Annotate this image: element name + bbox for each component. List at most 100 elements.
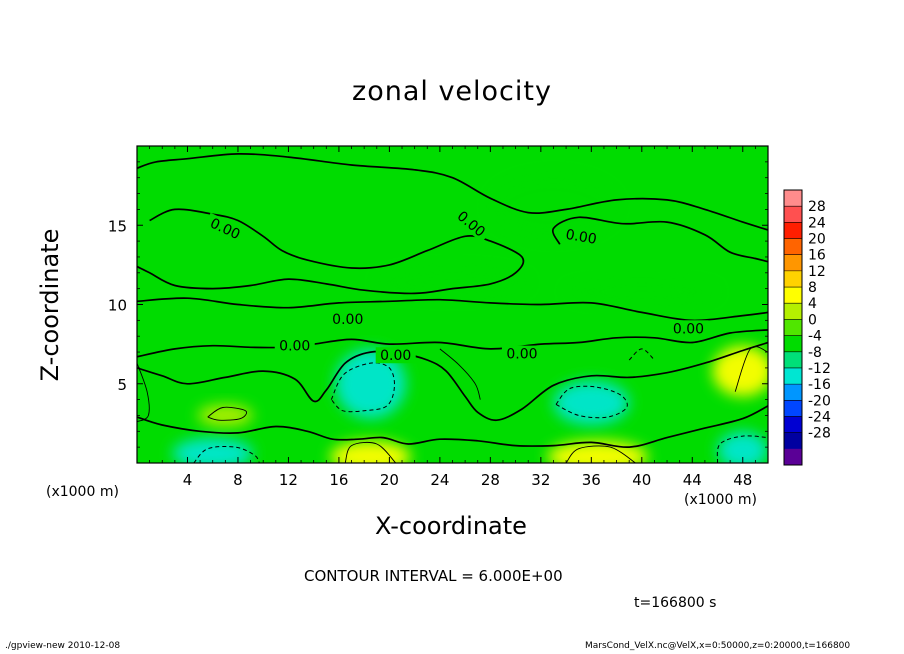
field-anomaly-9 <box>566 280 718 303</box>
x-tick-label-4: 20 <box>380 471 399 489</box>
colorbar-label-7: 0 <box>808 312 817 328</box>
contour-label-6: 0.00 <box>375 347 416 364</box>
y-axis-label: Z-coordinate <box>36 228 64 382</box>
contour-line-0 <box>137 153 768 231</box>
footer-right-text: MarsCond_VelX.nc@VelX,x=0:50000,z=0:2000… <box>585 641 851 651</box>
colorbar-swatch-7 <box>784 303 802 320</box>
colorbar-swatch-1 <box>784 206 802 223</box>
contour-label-2: 0.00 <box>560 224 603 248</box>
contour-label-3: 0.00 <box>327 310 368 328</box>
y-tick-label-0: 5 <box>117 376 127 394</box>
contour-line-8 <box>555 385 628 419</box>
colorbar-swatch-10 <box>784 351 802 369</box>
colorbar-swatch-4 <box>784 254 802 272</box>
contour-line-5 <box>137 341 768 422</box>
contour-line-3 <box>137 297 768 322</box>
contour-label-text-5: 0.00 <box>279 339 310 355</box>
x-tick-label-7: 32 <box>531 471 550 489</box>
contour-label-5: 0.00 <box>274 337 315 355</box>
colorbar-label-3: 16 <box>808 248 826 264</box>
colorbar-label-9: -8 <box>808 345 822 361</box>
field-anomaly-3 <box>717 431 768 463</box>
contour-line-6 <box>137 405 768 448</box>
colorbar-swatch-11 <box>784 367 802 385</box>
x-tick-label-8: 36 <box>582 471 601 489</box>
colorbar-swatch-6 <box>784 287 802 304</box>
field-anomaly-7 <box>197 404 254 427</box>
contour-label-text-3: 0.00 <box>332 312 363 328</box>
colorbar-label-12: -20 <box>808 393 831 409</box>
contour-layer <box>137 153 768 463</box>
colorbar-label-10: -12 <box>808 361 831 377</box>
contour-line-12 <box>207 406 248 421</box>
field-anomaly-0 <box>335 348 406 419</box>
x-unit-label-right: (x1000 m) <box>684 492 757 508</box>
colorbar-swatch-12 <box>784 384 802 401</box>
colorbar-swatch-0 <box>784 190 802 207</box>
colorbar-swatch-15 <box>784 432 802 450</box>
contour-line-14 <box>734 346 768 392</box>
y-tick-label-2: 15 <box>108 217 127 235</box>
contour-line-15 <box>344 441 397 463</box>
colorbar-swatch-9 <box>784 335 802 353</box>
colorbar-frame <box>783 189 803 466</box>
colorbar-label-5: 8 <box>808 280 817 296</box>
colorbar-label-4: 12 <box>808 264 826 280</box>
contour-label-text-4: 0.00 <box>673 321 704 337</box>
contour-line-17 <box>439 348 481 400</box>
colorbar-swatch-14 <box>784 416 802 434</box>
colorbar-swatch-8 <box>784 319 802 337</box>
colorbar-label-13: -24 <box>808 409 831 425</box>
x-tick-label-10: 44 <box>683 471 702 489</box>
x-axis-label: X-coordinate <box>375 512 527 540</box>
colorbar-swatch-5 <box>784 270 802 288</box>
contour-line-1 <box>137 208 525 295</box>
colorbar-label-8: -4 <box>808 329 822 345</box>
x-tick-label-9: 40 <box>632 471 651 489</box>
field-anomaly-1 <box>553 380 630 425</box>
colorbar-label-14: -28 <box>808 426 831 442</box>
chart-title: zonal velocity <box>352 76 552 107</box>
colorbar-swatch-2 <box>784 222 802 240</box>
x-tick-label-11: 48 <box>733 471 752 489</box>
colorbar-swatch-3 <box>784 238 802 256</box>
contour-label-7: 0.00 <box>501 345 542 363</box>
contour-line-10 <box>716 435 768 463</box>
x-tick-label-1: 8 <box>233 471 243 489</box>
colorbar-swatch-16 <box>784 448 802 466</box>
footer-left-text: ./gpview-new 2010-12-08 <box>5 641 121 651</box>
contour-line-13 <box>137 362 150 423</box>
x-tick-label-6: 28 <box>481 471 500 489</box>
field-anomaly-6 <box>712 345 768 397</box>
contour-interval-text: CONTOUR INTERVAL = 6.000E+00 <box>304 567 563 585</box>
field-anomaly-10 <box>490 174 617 238</box>
y-tick-label-1: 10 <box>108 297 127 315</box>
field-anomaly-4 <box>330 440 411 463</box>
time-label: t=166800 s <box>634 595 717 611</box>
field-anomaly-2 <box>172 437 254 463</box>
contour-label-4: 0.00 <box>668 320 709 337</box>
contour-line-4 <box>137 329 768 358</box>
contour-line-9 <box>193 445 260 463</box>
field-layer <box>137 146 768 463</box>
contour-line-11 <box>628 348 655 361</box>
colorbar-label-2: 20 <box>808 232 826 248</box>
colorbar-swatch-13 <box>784 400 802 417</box>
colorbar-label-11: -16 <box>808 377 831 393</box>
contour-line-7 <box>330 362 395 413</box>
x-tick-label-0: 4 <box>183 471 193 489</box>
colorbar-label-6: 4 <box>808 296 817 312</box>
x-unit-label-left: (x1000 m) <box>46 484 119 500</box>
x-tick-label-2: 12 <box>279 471 298 489</box>
x-tick-label-3: 16 <box>329 471 348 489</box>
x-tick-label-5: 24 <box>430 471 449 489</box>
contour-line-16 <box>565 445 636 463</box>
contour-line-2 <box>551 216 768 263</box>
contour-label-text-7: 0.00 <box>506 347 537 363</box>
contour-label-layer: 0.00 0.00 0.000.000.000.000.00 0.00 <box>203 204 709 364</box>
colorbar-label-1: 24 <box>808 215 826 231</box>
contour-label-text-2: 0.00 <box>564 227 597 248</box>
